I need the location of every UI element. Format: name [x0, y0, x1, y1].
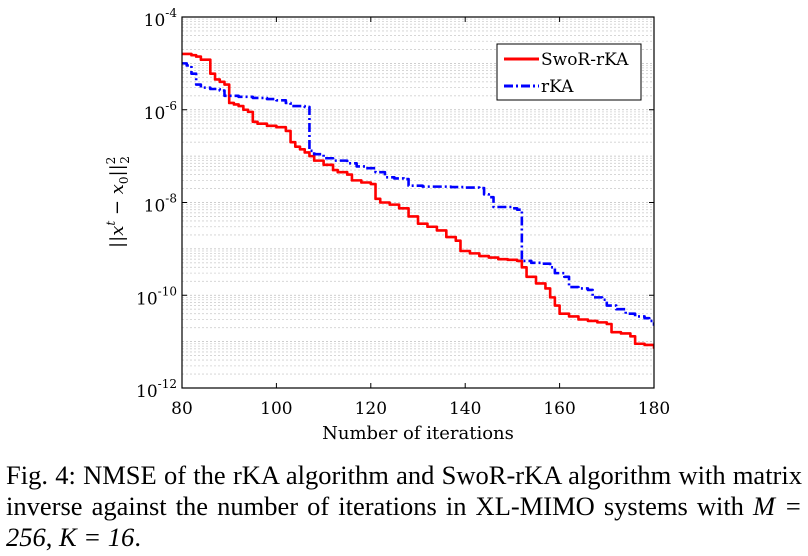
x-tick-label: 180 [638, 399, 670, 419]
nmse-chart: 80 100 120 140 160 18010-1210-1010-810-610-4 … [104, 6, 670, 444]
y-tick-label: 10-12 [136, 377, 177, 402]
x-tick-label: 80 [171, 399, 193, 419]
series-rka-line [182, 62, 654, 326]
legend: SwoR-rKA rKA [496, 43, 642, 101]
y-tick-label: 10-10 [136, 284, 177, 309]
plot-frame [181, 16, 655, 389]
x-tick-label: 140 [449, 399, 481, 419]
series-layer [182, 52, 654, 349]
x-axis-label: Number of iterations [322, 423, 514, 444]
y-axis-label: ||xt − x0||22 [104, 156, 132, 248]
caption-end: . [134, 522, 141, 552]
legend-box [496, 43, 642, 101]
y-tick-label: 10-4 [144, 6, 178, 31]
x-tick-label: 120 [355, 399, 387, 419]
y-tick-label: 10-8 [144, 192, 177, 217]
caption-text: Fig. 4: NMSE of the rKA algorithm and Sw… [6, 460, 802, 521]
legend-swor-label: SwoR-rKA [541, 50, 629, 70]
caption-math-k: K = 16 [59, 522, 135, 552]
x-tick-label: 160 [543, 399, 575, 419]
series-swor-rka-line [182, 52, 654, 349]
grid-lines [182, 18, 654, 389]
figure-caption: Fig. 4: NMSE of the rKA algorithm and Sw… [6, 460, 802, 553]
caption-math-m: M = 256 [6, 491, 802, 552]
y-tick-label: 10-6 [144, 99, 177, 124]
caption-separator: , [45, 522, 59, 552]
x-tick-label: 100 [260, 399, 292, 419]
legend-rka-label: rKA [541, 77, 574, 97]
axis-ticks: 80 100 120 140 160 180 10-12 10-10 10-8 10-6 10-4 [136, 6, 670, 419]
